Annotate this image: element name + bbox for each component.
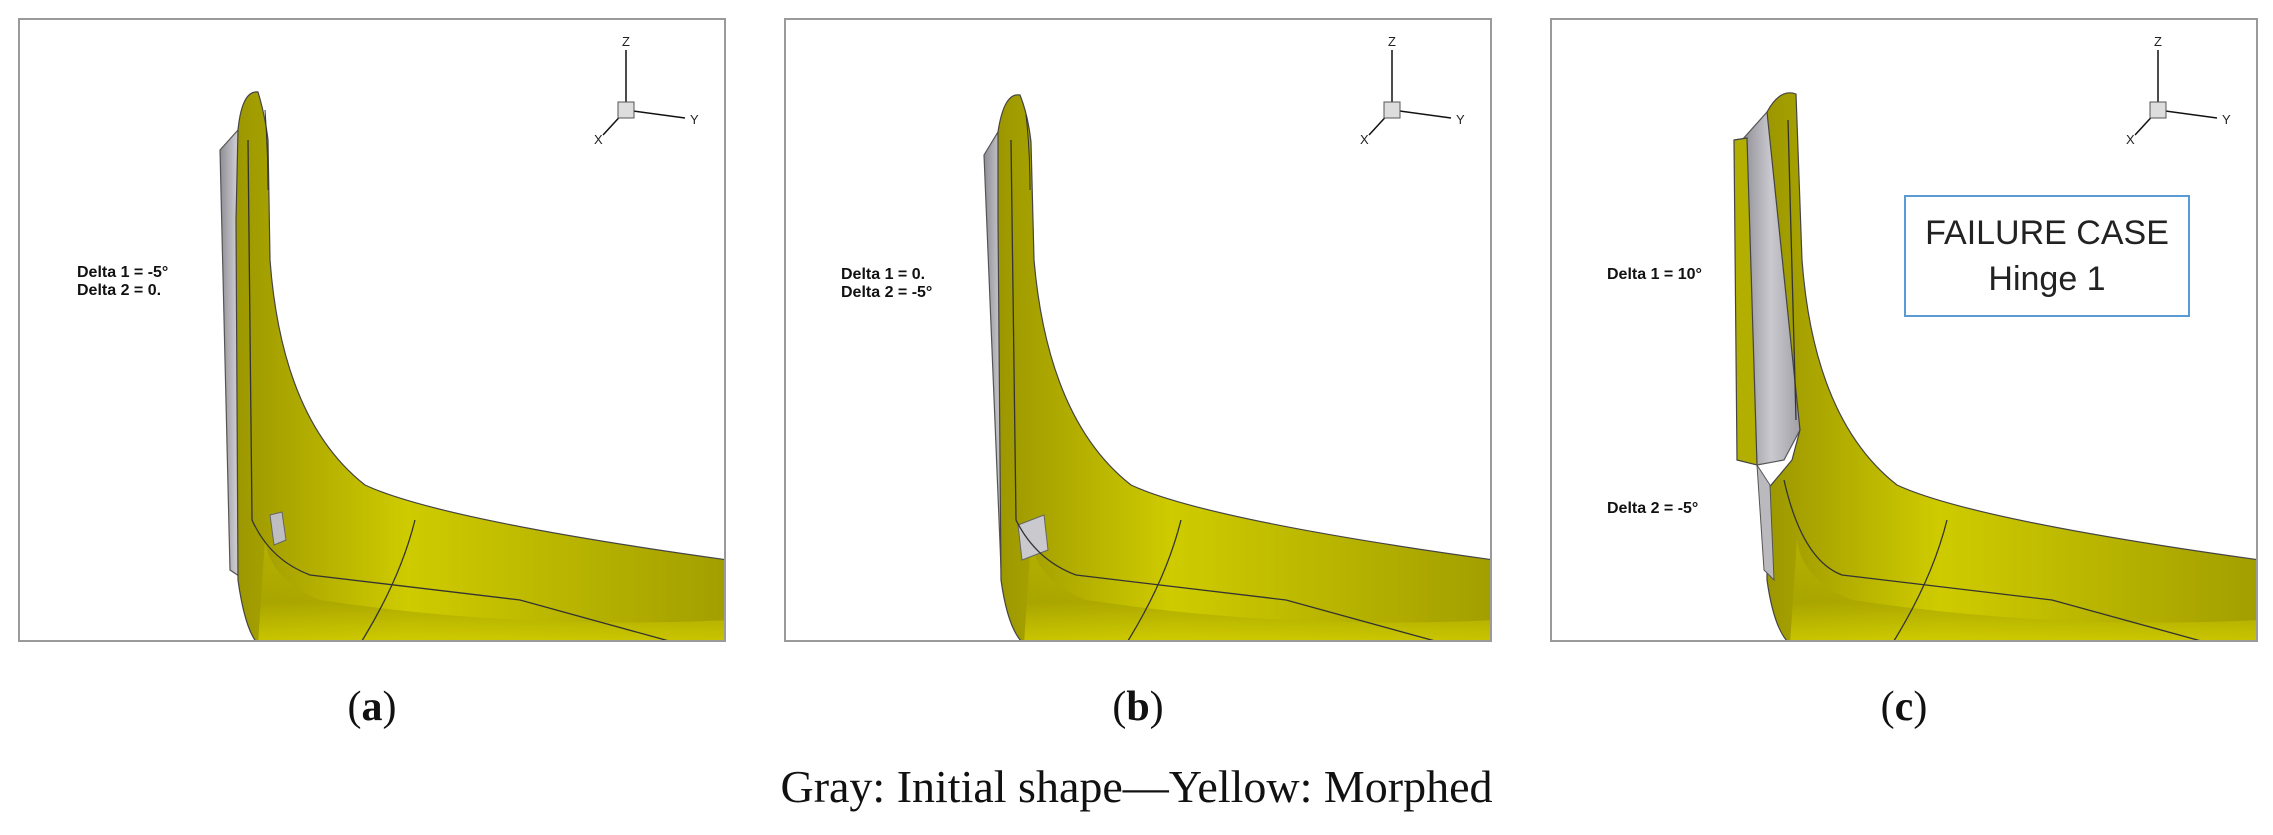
delta2-b: Delta 2 = -5°: [841, 284, 933, 301]
svg-text:X: X: [2126, 132, 2135, 147]
delta1-label-c: Delta 1 = 10°: [1607, 266, 1702, 283]
svg-text:X: X: [594, 132, 603, 147]
axis-triad-a: Z Y X: [594, 34, 699, 147]
failure-note-line1: FAILURE CASE: [1925, 214, 2169, 252]
svg-text:Y: Y: [1456, 112, 1465, 127]
panel-b: Z Y X Delta 1 = 0. Delta 2 = -5°: [784, 18, 1492, 642]
failure-note-line2: Hinge 1: [1988, 260, 2106, 298]
delta-label-b: Delta 1 = 0. Delta 2 = -5°: [841, 266, 932, 302]
panel-letter-c: (c): [1880, 684, 1928, 730]
panel-a: Z Y X Delta 1 = -5° Delta 2 = 0.: [18, 18, 726, 642]
failure-case-note: FAILURE CASE Hinge 1: [1904, 195, 2190, 317]
delta2-label-c: Delta 2 = -5°: [1607, 500, 1699, 517]
delta2-a: Delta 2 = 0.: [77, 282, 162, 299]
figure-caption: Gray: Initial shape—Yellow: Morphed: [780, 761, 1493, 812]
axis-triad-c: Z Y X: [2126, 34, 2231, 147]
axis-triad-b: Z Y X: [1360, 34, 1465, 147]
delta1-b: Delta 1 = 0.: [841, 266, 926, 283]
panel-letter-b: (b): [1112, 684, 1164, 730]
panel-c: Z Y X Delta 1 = 10° Delta 2 = -5° FAILUR…: [1550, 18, 2258, 642]
wing-render-c: Z Y X: [1733, 34, 2256, 640]
delta-label-a: Delta 1 = -5° Delta 2 = 0.: [77, 264, 168, 300]
svg-text:Y: Y: [690, 112, 699, 127]
svg-text:X: X: [1360, 132, 1369, 147]
wing-render-a: Z Y X: [219, 34, 724, 640]
svg-text:Z: Z: [2154, 34, 2162, 49]
panel-letter-a: (a): [347, 684, 397, 730]
svg-text:Z: Z: [622, 34, 630, 49]
svg-text:Y: Y: [2222, 112, 2231, 127]
wing-render-b: Z Y X: [983, 34, 1490, 640]
delta1-a: Delta 1 = -5°: [77, 264, 169, 281]
svg-text:Z: Z: [1388, 34, 1396, 49]
